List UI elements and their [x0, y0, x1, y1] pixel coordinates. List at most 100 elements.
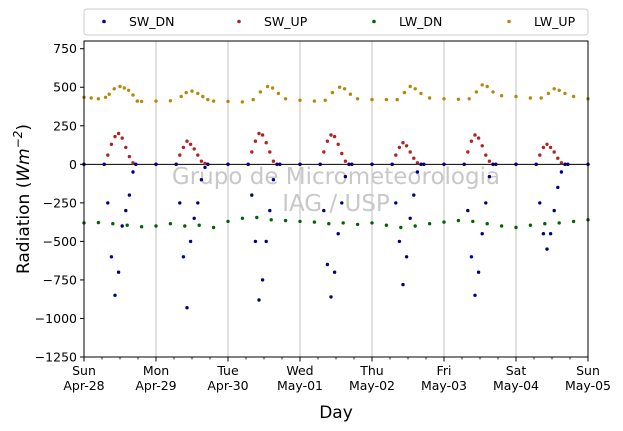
data-point — [96, 220, 101, 225]
y-axis-label: Radiation (Wm−2) — [11, 124, 34, 274]
data-point — [113, 134, 117, 139]
data-point — [206, 162, 210, 166]
data-point — [124, 145, 128, 150]
data-point — [185, 306, 189, 310]
data-point — [201, 94, 205, 99]
data-point — [466, 208, 470, 213]
data-point — [251, 97, 255, 102]
data-point — [154, 224, 158, 228]
data-point — [240, 216, 245, 220]
data-point — [168, 222, 173, 226]
y-tick-label: −1250 — [35, 350, 77, 365]
data-point — [538, 201, 542, 205]
data-point — [563, 91, 567, 96]
data-point — [476, 136, 481, 140]
data-point — [487, 159, 492, 163]
data-point — [336, 142, 340, 146]
data-point — [106, 153, 110, 157]
data-point — [419, 162, 423, 166]
data-point — [246, 162, 250, 166]
data-point — [278, 162, 282, 166]
data-point — [181, 145, 186, 150]
data-point — [427, 96, 432, 100]
y-tick-label: −500 — [43, 234, 77, 249]
data-point — [257, 131, 261, 136]
x-tick-label-day: Fri — [437, 363, 452, 378]
data-point — [298, 219, 302, 224]
legend-label: SW_DN — [129, 14, 175, 29]
data-point — [548, 145, 553, 150]
data-point — [474, 90, 479, 94]
data-point — [514, 225, 518, 230]
data-point — [487, 174, 492, 179]
data-point — [404, 255, 409, 259]
data-point — [178, 153, 182, 157]
y-tick-label: 250 — [53, 118, 77, 133]
data-point — [131, 161, 135, 165]
data-point — [370, 221, 374, 225]
data-point — [253, 139, 258, 143]
data-point — [89, 96, 93, 100]
data-point — [341, 221, 345, 225]
y-tick-label: 0 — [69, 157, 77, 172]
data-point — [298, 162, 302, 166]
watermark: Grupo de Micrometeorologia IAG / USP — [172, 164, 500, 217]
data-point — [283, 218, 288, 223]
data-point — [571, 219, 576, 224]
data-point — [557, 88, 561, 93]
data-point — [348, 92, 353, 96]
data-point — [347, 162, 351, 166]
data-point — [499, 224, 504, 228]
data-point — [260, 133, 265, 137]
data-point — [401, 282, 405, 287]
data-point — [355, 222, 360, 227]
data-point — [355, 97, 360, 101]
y-axis: 750 500 250 0 −250 −500 −750 −1000 −1250 — [35, 41, 84, 365]
x-tick-label-date: May-04 — [493, 378, 539, 393]
data-point — [469, 255, 474, 259]
data-point — [109, 142, 114, 146]
data-point — [552, 150, 556, 154]
data-point — [534, 162, 538, 166]
data-point — [548, 232, 553, 236]
x-axis-label: Day — [319, 403, 353, 423]
data-point — [343, 159, 348, 163]
data-point — [116, 270, 121, 274]
data-point — [203, 165, 207, 170]
data-point — [271, 159, 276, 163]
data-point — [514, 94, 518, 99]
data-point — [456, 97, 461, 102]
data-point — [546, 91, 551, 96]
data-point — [283, 97, 288, 101]
data-point — [264, 141, 268, 145]
data-point — [442, 220, 446, 224]
data-point — [350, 162, 354, 166]
x-tick-label-date: May-02 — [349, 378, 395, 393]
data-point — [131, 93, 135, 97]
data-point — [179, 94, 183, 99]
data-point — [312, 220, 317, 224]
data-point — [543, 222, 547, 226]
data-point — [240, 100, 245, 104]
data-point — [442, 97, 446, 101]
data-point — [192, 216, 196, 220]
legend-marker — [237, 19, 241, 24]
data-point — [197, 223, 201, 227]
data-point — [102, 162, 106, 166]
legend-label: LW_UP — [534, 14, 576, 29]
data-point — [404, 144, 409, 148]
data-point — [401, 141, 405, 145]
data-point — [559, 161, 564, 165]
data-point — [329, 295, 333, 299]
x-tick-label-date: Apr-28 — [63, 378, 104, 393]
data-point — [154, 99, 158, 103]
data-point — [552, 87, 556, 91]
data-point — [397, 145, 402, 150]
data-point — [211, 99, 216, 103]
data-point — [139, 225, 144, 229]
data-point — [185, 139, 189, 143]
data-point — [408, 216, 412, 220]
data-point — [471, 219, 475, 224]
data-point — [491, 90, 495, 94]
data-point — [196, 153, 200, 157]
